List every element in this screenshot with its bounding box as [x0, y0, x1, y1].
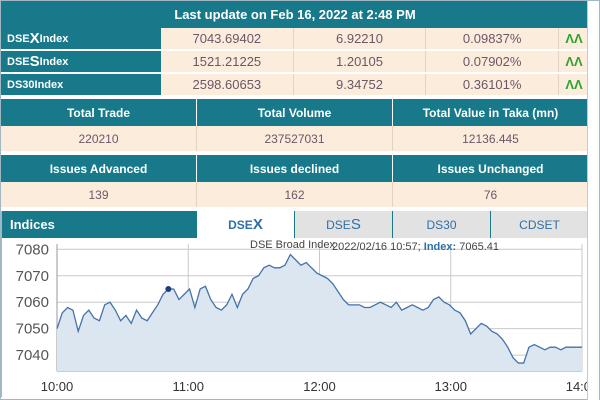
- indices-panel-header: Indices DSE X DSE S DS30 CDSET: [2, 211, 588, 238]
- index-label-ds30: DS30 Index: [1, 74, 161, 95]
- issues-summary-values: 139 162 76: [1, 182, 589, 207]
- index-percent-dses: 0.07902%: [426, 51, 559, 72]
- issues-header-declined: Issues declined: [197, 155, 393, 182]
- index-change-dses: 1.20105: [294, 51, 427, 72]
- svg-text:7040: 7040: [16, 347, 49, 364]
- index-direction-icon-dses: ΛΛ: [559, 51, 589, 72]
- issues-header-advanced: Issues Advanced: [1, 155, 197, 182]
- issues-value-unchanged: 76: [393, 182, 589, 207]
- trade-header-total-value: Total Value in Taka (mn): [393, 99, 589, 126]
- svg-text:7060: 7060: [16, 294, 49, 311]
- svg-text:7080: 7080: [16, 241, 49, 258]
- chart-sub-label: DSE Broad Index: [250, 239, 335, 251]
- index-row-ds30: DS30 Index 2598.60653 9.34752 0.36101% Λ…: [1, 74, 589, 97]
- svg-text:12:00: 12:00: [303, 379, 336, 394]
- index-percent-dsex: 0.09837%: [426, 28, 559, 49]
- last-update-section: Last update on Feb 16, 2022 at 2:48 PM D…: [1, 1, 589, 96]
- index-label-dsex: DSE X Index: [1, 28, 161, 49]
- tab-ds30[interactable]: DS30: [392, 211, 490, 238]
- tab-dsex[interactable]: DSE X: [196, 211, 294, 238]
- trade-summary-header: Total Trade Total Volume Total Value in …: [1, 99, 589, 126]
- trade-header-total-volume: Total Volume: [197, 99, 393, 126]
- last-update-title: Last update on Feb 16, 2022 at 2:48 PM: [1, 1, 589, 28]
- trade-value-total-volume: 237527031: [197, 126, 393, 151]
- trade-header-total-trade: Total Trade: [1, 99, 197, 126]
- chart-tooltip: 2022/02/16 10:57; Index: 7065.41: [332, 241, 499, 253]
- index-value-dsex: 7043.69402: [161, 28, 294, 49]
- svg-text:7050: 7050: [16, 321, 49, 338]
- indices-panel-title: Indices: [2, 217, 55, 232]
- index-change-ds30: 9.34752: [294, 74, 427, 95]
- indices-chart-panel: Indices DSE X DSE S DS30 CDSET DSE Broad I…: [1, 211, 589, 397]
- indices-tab-bar: DSE X DSE S DS30 CDSET: [196, 211, 588, 238]
- svg-text:7070: 7070: [16, 268, 49, 285]
- trade-value-total-trade: 220210: [1, 126, 197, 151]
- trade-value-total-value: 12136.445: [393, 126, 589, 151]
- index-row-dses: DSE S Index 1521.21225 1.20105 0.07902% Λ…: [1, 51, 589, 74]
- index-row-dsex: DSE X Index 7043.69402 6.92210 0.09837% Λ…: [1, 28, 589, 51]
- trade-summary-section: Total Trade Total Volume Total Value in …: [1, 99, 589, 151]
- issues-value-declined: 162: [197, 182, 393, 207]
- svg-text:11:00: 11:00: [172, 379, 204, 394]
- index-summary-rows: DSE X Index 7043.69402 6.92210 0.09837% Λ…: [1, 28, 589, 97]
- trade-summary-values: 220210 237527031 12136.445: [1, 126, 589, 151]
- issues-value-advanced: 139: [1, 182, 197, 207]
- tab-dses[interactable]: DSE S: [294, 211, 392, 238]
- issues-summary-header: Issues Advanced Issues declined Issues U…: [1, 155, 589, 182]
- index-percent-ds30: 0.36101%: [426, 74, 559, 95]
- adjacent-widget-edge: [587, 1, 599, 400]
- svg-text:10:00: 10:00: [41, 379, 74, 394]
- issues-header-unchanged: Issues Unchanged: [393, 155, 589, 182]
- issues-summary-section: Issues Advanced Issues declined Issues U…: [1, 155, 589, 207]
- index-value-dses: 1521.21225: [161, 51, 294, 72]
- index-direction-icon-dsex: ΛΛ: [559, 28, 589, 49]
- svg-text:13:00: 13:00: [434, 379, 467, 394]
- dse-market-summary-widget: Last update on Feb 16, 2022 at 2:48 PM D…: [0, 0, 600, 400]
- index-change-dsex: 6.92210: [294, 28, 427, 49]
- index-direction-icon-ds30: ΛΛ: [559, 74, 589, 95]
- index-label-dses: DSE S Index: [1, 51, 161, 72]
- tab-cdset[interactable]: CDSET: [490, 211, 588, 238]
- index-value-ds30: 2598.60653: [161, 74, 294, 95]
- dsex-line-chart[interactable]: 7040 7050 7060 7070 7080 10:00 11:00 12:00 13:00…: [2, 238, 590, 397]
